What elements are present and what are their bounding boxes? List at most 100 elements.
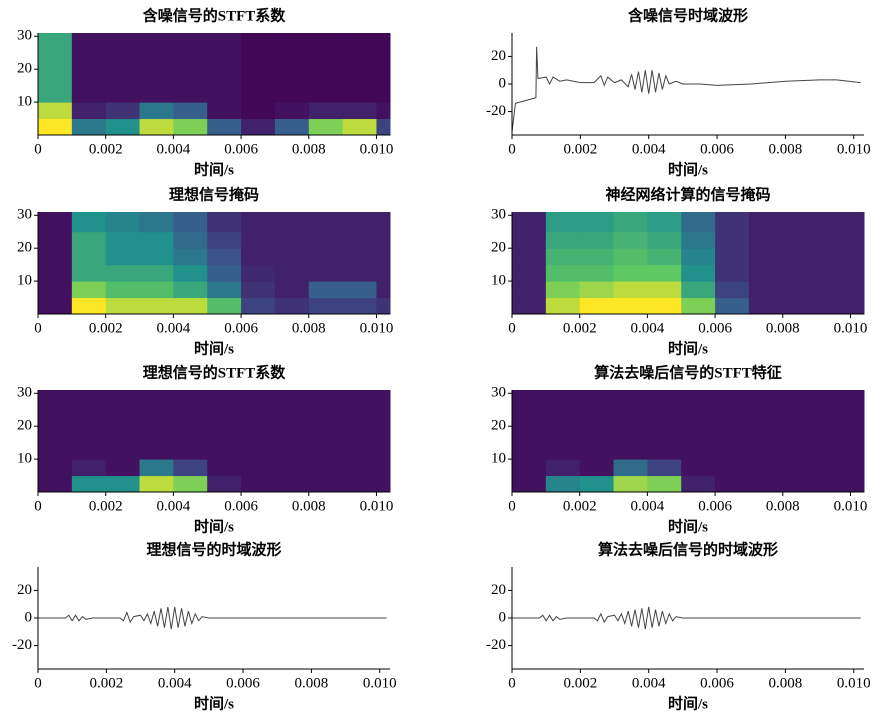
heatmap-cell [173,442,208,460]
heatmap-cell [816,475,851,493]
heatmap-cell [207,118,242,136]
heatmap-cell [207,248,242,266]
heatmap-cell [274,212,310,233]
heatmap-cell [207,475,242,493]
heatmap-cell [38,69,73,87]
heatmap-cell [647,390,682,411]
heatmap-cell [579,248,615,266]
heatmap-cell [38,442,73,460]
y-tick-label: 20 [17,418,32,434]
heatmap-cell [139,231,174,249]
heatmap-cell [681,212,716,233]
heatmap-cell [748,426,784,444]
y-tick-label: 30 [17,385,32,401]
heatmap-cell [173,33,208,54]
x-axis-label: 时间/s [194,694,234,712]
x-tick-label: 0.004 [157,320,191,336]
heatmap-cell [105,102,141,120]
heatmap-cell [308,281,344,299]
heatmap-cell [308,409,344,427]
heatmap-cell [139,212,174,233]
heatmap-cell [512,390,547,411]
x-axis-label: 时间/s [194,160,234,178]
heatmap-cell [173,248,208,266]
heatmap-cell [579,212,615,233]
heatmap-cell [782,475,818,493]
x-tick-label: 0 [34,320,42,336]
heatmap-cell [38,248,73,266]
heatmap-cell [512,426,547,444]
heatmap-cell [850,426,865,444]
heatmap-cell [71,390,107,411]
heatmap-cell [274,52,310,70]
heatmap-cell [681,442,716,460]
heatmap-cell [681,264,716,282]
subplot-title: 理想信号的STFT系数 [143,363,287,381]
heatmap-cell [71,231,107,249]
y-tick-label: 20 [17,240,32,256]
heatmap-cell [139,118,174,136]
heatmap-cell [342,297,377,315]
heatmap-cell [816,459,851,477]
x-tick-label: 0.006 [224,320,258,336]
heatmap-cell [241,118,276,136]
heatmap-cell [850,248,865,266]
heatmap-cell [342,264,377,282]
heatmap-cell [274,459,310,477]
heatmap-cell [512,475,547,493]
heatmap-cell [105,442,141,460]
heatmap-cell [512,281,547,299]
heatmap-cell [376,390,391,411]
heatmap-cell [139,52,174,70]
heatmap-cell [38,459,73,477]
x-tick-label: 0 [508,498,516,514]
heatmap-cell [241,281,276,299]
heatmap-cell [647,297,682,315]
heatmap-cell [207,264,242,282]
heatmap-cell [748,409,784,427]
heatmap-cell [105,248,141,266]
heatmap-cell [38,52,73,70]
heatmap-cell [139,264,174,282]
heatmap-cell [241,390,276,411]
heatmap-cell [105,85,141,103]
heatmap-cell [207,69,242,87]
heatmap-cell [173,102,208,120]
heatmap-cell [376,264,391,282]
heatmap-cell [342,426,377,444]
heatmap-cell [71,212,107,233]
y-tick-label: -20 [486,637,506,653]
x-tick-label: 0.006 [700,675,734,691]
heatmap-cell [71,264,107,282]
x-tick-label: 0.002 [563,141,597,157]
heatmap-cell [308,459,344,477]
heatmap-cell [173,231,208,249]
heatmap-cell [173,409,208,427]
heatmap-cell [105,281,141,299]
heatmap-cell [274,231,310,249]
heatmap-cell [207,390,242,411]
heatmap-cell [71,281,107,299]
heatmap-cell [274,33,310,54]
heatmap-cell [274,297,310,315]
heatmap-cell [647,426,682,444]
x-tick-label: 0.002 [89,141,123,157]
x-axis-label: 时间/s [194,517,234,535]
subplot-title: 理想信号掩码 [169,185,259,203]
heatmap-cell [342,69,377,87]
heatmap-cell [139,33,174,54]
heatmap-cell [748,264,784,282]
heatmap-cell [139,102,174,120]
heatmap-cell [850,442,865,460]
heatmap-cell [376,118,391,136]
heatmap-cell [308,69,344,87]
heatmap-cell [376,248,391,266]
heatmap-cell [241,297,276,315]
y-tick-label: 10 [17,94,32,110]
heatmap-cell [579,409,615,427]
heatmap-cell [613,390,648,411]
heatmap-cell [173,281,208,299]
heatmap-cell [579,264,615,282]
heatmap-cell [308,475,344,493]
heatmap-cell [173,212,208,233]
